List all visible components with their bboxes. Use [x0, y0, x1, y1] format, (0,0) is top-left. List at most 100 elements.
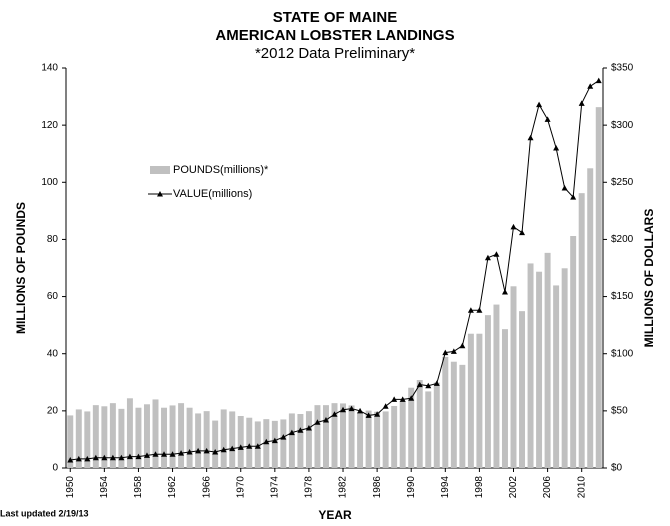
point-marker	[467, 307, 474, 313]
bar	[493, 304, 500, 468]
bar	[408, 387, 415, 468]
bar	[501, 329, 508, 468]
bar	[595, 107, 602, 469]
bar	[476, 333, 483, 468]
footer: Last updated 2/19/13	[0, 508, 89, 518]
bar	[570, 236, 577, 468]
point-marker	[425, 382, 432, 389]
bar	[382, 411, 389, 468]
bar	[587, 168, 594, 469]
bar	[203, 411, 210, 468]
y-axis-label: MILLIONS OF POUNDS	[14, 202, 28, 334]
bar	[246, 417, 253, 468]
point-marker	[67, 457, 74, 463]
point-marker	[391, 396, 398, 402]
point-marker	[374, 411, 381, 417]
x-tick-label: 1974	[269, 476, 280, 499]
y-tick-label: 120	[41, 120, 58, 131]
point-marker	[365, 412, 372, 418]
bar	[365, 410, 372, 468]
point-marker	[186, 449, 193, 455]
y-tick-label: 60	[47, 291, 59, 302]
x-tick-label: 1950	[65, 476, 76, 499]
point-marker	[220, 446, 227, 453]
point-marker	[553, 145, 560, 151]
bar	[484, 315, 491, 468]
x-tick-label: 2006	[542, 476, 553, 499]
point-marker	[152, 451, 159, 457]
x-tick-label: 1994	[440, 476, 451, 499]
point-marker	[135, 453, 142, 460]
y2-tick-label: $350	[611, 63, 634, 74]
bar	[442, 356, 449, 468]
bar	[143, 404, 150, 468]
point-marker	[101, 454, 108, 461]
point-marker	[118, 454, 125, 461]
point-marker	[92, 454, 99, 461]
chart-title: STATE OF MAINE	[273, 9, 397, 26]
bar	[314, 405, 321, 468]
bar	[288, 413, 295, 468]
x-tick-label: 1990	[406, 476, 417, 499]
bar	[391, 406, 398, 468]
bar	[186, 407, 193, 468]
point-marker	[263, 438, 270, 445]
point-marker	[527, 134, 534, 141]
point-marker	[212, 449, 219, 455]
point-marker	[501, 289, 508, 295]
point-marker	[75, 455, 82, 462]
bar	[399, 401, 406, 468]
x-tick-label: 2010	[576, 476, 587, 499]
y-tick-label: 20	[47, 405, 59, 416]
bar	[297, 414, 304, 468]
point-marker	[297, 427, 304, 433]
point-marker	[314, 419, 321, 425]
y-tick-label: 100	[41, 177, 58, 188]
point-marker	[484, 254, 491, 261]
point-marker	[399, 396, 406, 402]
y2-tick-label: $200	[611, 234, 634, 245]
y2-axis-label: MILLIONS OF DOLLARS	[642, 209, 656, 348]
point-marker	[271, 437, 278, 444]
x-tick-label: 1958	[133, 476, 144, 499]
point-marker	[340, 406, 347, 413]
bar	[135, 407, 142, 468]
bar	[510, 286, 517, 468]
bar	[169, 405, 176, 468]
bar	[331, 403, 338, 468]
point-marker	[357, 407, 364, 414]
bar	[195, 413, 202, 468]
chart-note: *2012 Data Preliminary*	[255, 45, 415, 62]
bar	[425, 391, 432, 468]
x-tick-label: 1966	[201, 476, 212, 499]
point-marker	[433, 380, 440, 386]
point-marker	[305, 425, 312, 431]
legend-marker	[157, 191, 163, 197]
y2-tick-label: $0	[611, 463, 623, 474]
y2-tick-label: $250	[611, 177, 634, 188]
point-marker	[476, 307, 483, 313]
y-tick-label: 80	[47, 234, 59, 245]
bar	[322, 405, 329, 468]
x-tick-label: 1998	[474, 476, 485, 499]
bar	[357, 412, 364, 468]
bar	[92, 405, 99, 468]
bar	[237, 416, 244, 468]
bar	[519, 311, 526, 468]
point-marker	[442, 349, 449, 356]
point-marker	[510, 223, 517, 230]
chart-subtitle: AMERICAN LOBSTER LANDINGS	[215, 27, 454, 44]
point-marker	[493, 251, 500, 257]
point-marker	[322, 417, 329, 423]
bar	[416, 380, 423, 468]
bar	[101, 406, 108, 468]
point-marker	[203, 447, 210, 454]
point-marker	[288, 429, 295, 436]
bar	[67, 415, 74, 468]
point-marker	[195, 447, 202, 454]
legend-label: VALUE(millions)	[173, 188, 252, 200]
bar	[348, 405, 355, 468]
point-marker	[587, 83, 594, 89]
point-marker	[544, 116, 551, 122]
point-marker	[595, 77, 602, 84]
